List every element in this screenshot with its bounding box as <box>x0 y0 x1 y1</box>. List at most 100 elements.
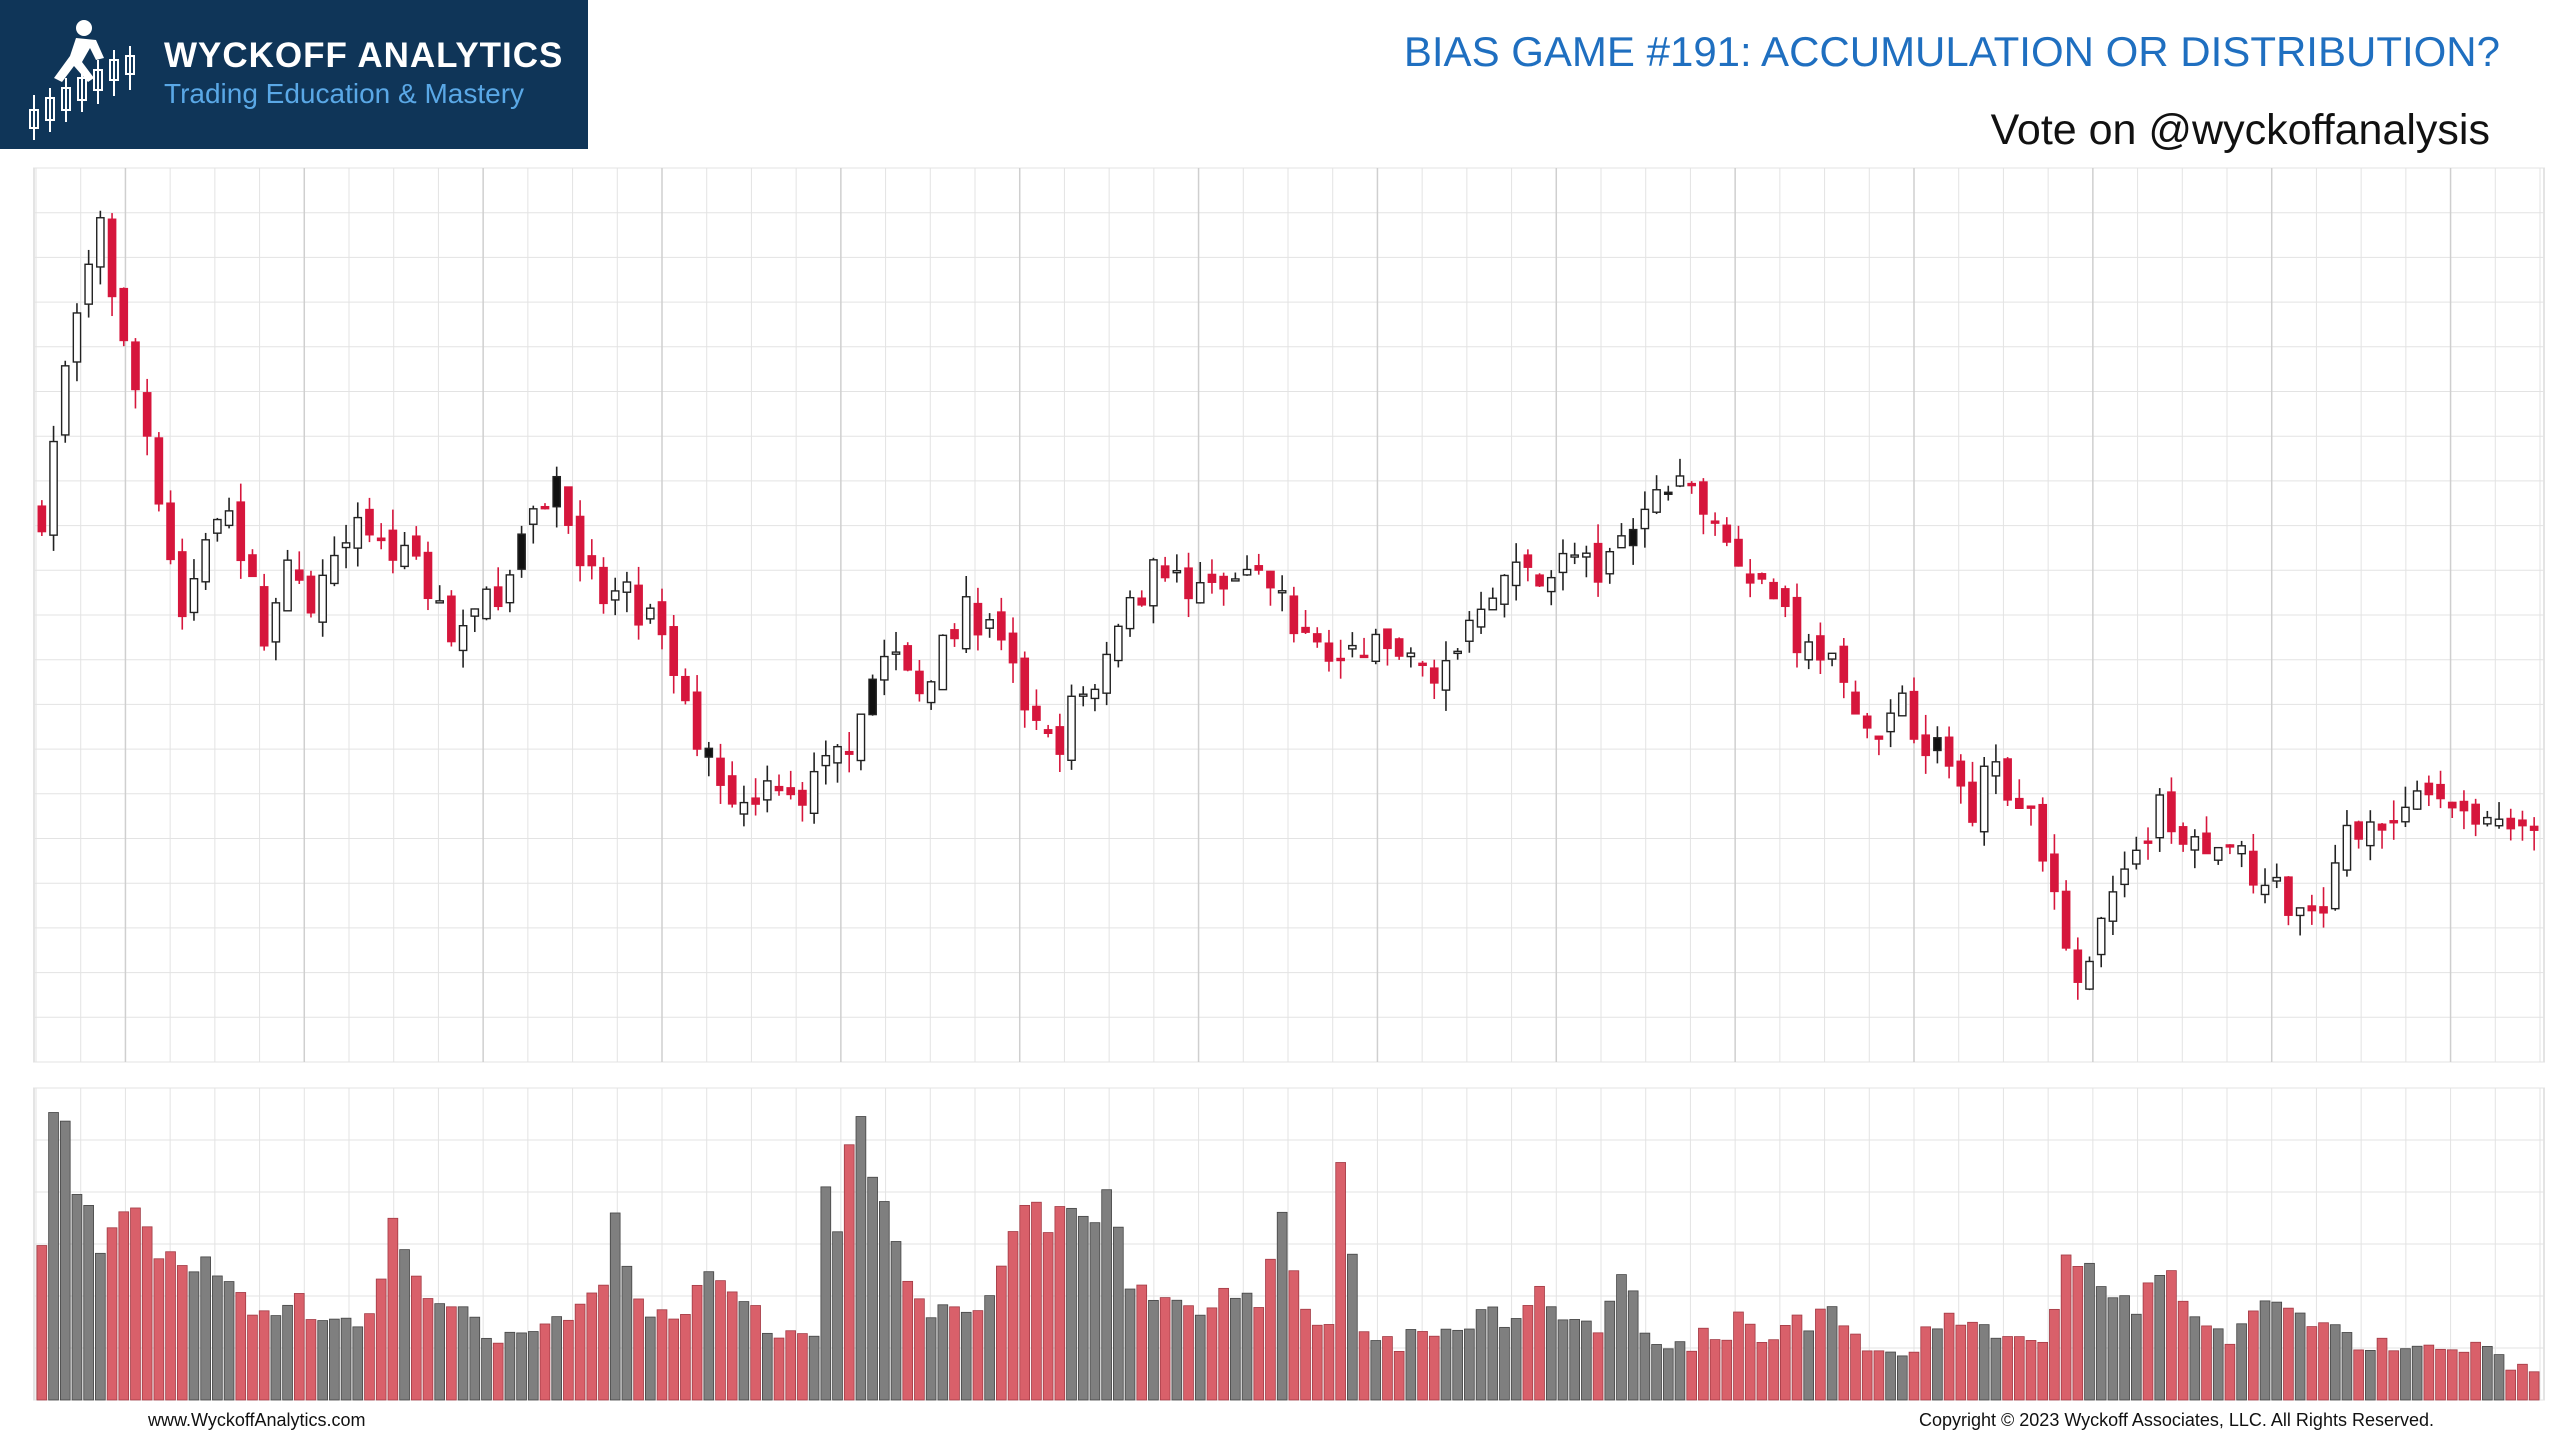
volume-bar <box>2002 1336 2013 1401</box>
candle <box>1897 685 1907 717</box>
candle <box>1160 556 1170 582</box>
candle <box>1266 570 1275 606</box>
volume-bar <box>1323 1324 1335 1401</box>
volume-bar <box>2166 1270 2177 1401</box>
volume-bar <box>1265 1258 1276 1401</box>
volume-bar <box>270 1315 282 1401</box>
candle <box>2131 836 2141 870</box>
candle <box>376 523 386 550</box>
volume-bar <box>1300 1308 1311 1401</box>
candle <box>1020 651 1030 728</box>
candle-body <box>2213 846 2223 861</box>
volume-bar <box>200 1256 211 1401</box>
candle-body <box>435 600 445 604</box>
candle <box>1231 572 1240 582</box>
volume-bar <box>1464 1328 1475 1401</box>
candle-body <box>2354 821 2363 840</box>
candle <box>1769 578 1778 600</box>
volume-bar <box>1779 1325 1791 1401</box>
candle <box>903 642 913 672</box>
candle-body <box>891 651 901 655</box>
volume-bar <box>1791 1314 1803 1401</box>
candle <box>1968 761 1977 827</box>
candle-body <box>2155 794 2165 839</box>
candle-body <box>2237 845 2246 855</box>
candle <box>1570 542 1580 565</box>
volume-bar <box>785 1330 797 1401</box>
candle-body <box>1769 581 1778 600</box>
volume-bar <box>1896 1355 1908 1401</box>
volume-bar <box>1709 1339 1721 1401</box>
volume-bar <box>2446 1349 2458 1401</box>
volume-bar <box>1592 1332 1604 1401</box>
volume-bar <box>1007 1231 1019 1401</box>
candle-body <box>1523 554 1533 568</box>
volume-bar <box>340 1317 352 1401</box>
candle-body <box>1663 491 1673 495</box>
candle <box>1991 744 2001 795</box>
candle-body <box>154 437 164 505</box>
volume-bar <box>1335 1162 1346 1401</box>
volume-bar <box>1569 1319 1580 1401</box>
volume-bar <box>1885 1351 1896 1401</box>
candle <box>213 517 222 542</box>
candle <box>1699 478 1708 535</box>
candle <box>2377 822 2387 849</box>
volume-bar <box>773 1337 785 1401</box>
candle <box>411 526 421 560</box>
volume-bar <box>1113 1226 1124 1401</box>
candle-body <box>2014 797 2024 809</box>
candle-body <box>1441 659 1451 691</box>
volume-bar <box>1662 1348 1674 1401</box>
candle <box>1500 574 1509 618</box>
candle-body <box>2518 819 2527 827</box>
candle-body <box>2389 820 2399 824</box>
volume-bar <box>2400 1348 2411 1401</box>
candle-body <box>879 655 889 681</box>
volume-bar <box>879 1201 890 1401</box>
candle-body <box>1886 712 1895 733</box>
candle-body <box>996 611 1006 641</box>
candle <box>1324 629 1334 672</box>
candle <box>2354 820 2363 849</box>
volume-bar <box>59 1120 71 1401</box>
volume-bar <box>937 1304 949 1401</box>
candle-body <box>1593 542 1603 583</box>
candle <box>1909 677 1919 744</box>
candle-body <box>1582 552 1591 558</box>
candle <box>1921 714 1931 774</box>
candle <box>1663 485 1673 501</box>
volume-bar <box>2505 1369 2517 1401</box>
candle <box>2167 777 2176 844</box>
candle <box>2237 840 2246 868</box>
candle-body <box>72 312 82 363</box>
candle <box>2518 810 2527 841</box>
candle-body <box>2202 832 2211 855</box>
volume-bar <box>855 1116 867 1401</box>
candle-body <box>657 601 667 636</box>
volume-bar <box>258 1310 270 1401</box>
candle-body <box>318 574 328 623</box>
candle-body <box>1184 567 1193 600</box>
candle <box>1780 585 1790 618</box>
volume-bar <box>2177 1300 2189 1401</box>
volume-bar <box>1932 1328 1943 1401</box>
candle <box>1078 686 1088 707</box>
candle <box>2202 816 2211 855</box>
candle <box>809 752 819 824</box>
candle-body <box>49 440 58 536</box>
candle-body <box>1055 726 1065 755</box>
brand-tagline: Trading Education & Mastery <box>164 78 525 109</box>
runner-candlestick-logo-icon <box>29 20 135 140</box>
volume-bar <box>984 1295 995 1401</box>
volume-bar <box>1815 1308 1826 1401</box>
candle-body <box>1640 508 1650 530</box>
volume-bar <box>141 1226 153 1401</box>
candle-body <box>2050 853 2059 893</box>
candle <box>423 541 433 611</box>
candle <box>950 623 959 647</box>
candle-body <box>1745 573 1755 584</box>
candle <box>540 503 550 510</box>
volume-bar <box>1838 1325 1850 1401</box>
volume-bar <box>1768 1339 1779 1401</box>
